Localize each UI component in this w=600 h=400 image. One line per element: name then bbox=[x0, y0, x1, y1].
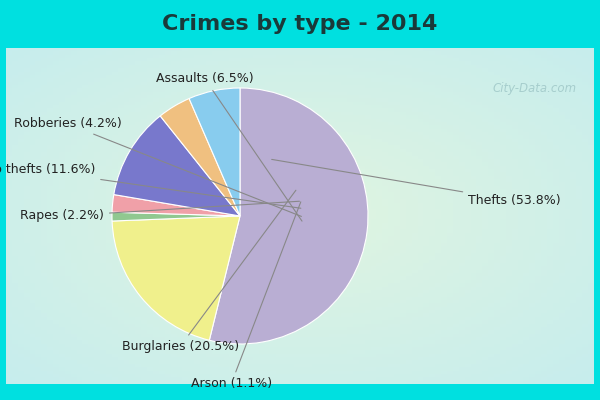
Wedge shape bbox=[112, 212, 240, 221]
Text: Assaults (6.5%): Assaults (6.5%) bbox=[156, 72, 302, 221]
Wedge shape bbox=[160, 98, 240, 216]
Wedge shape bbox=[112, 216, 240, 340]
Text: Burglaries (20.5%): Burglaries (20.5%) bbox=[122, 190, 296, 353]
Wedge shape bbox=[114, 116, 240, 216]
Text: Thefts (53.8%): Thefts (53.8%) bbox=[272, 159, 561, 207]
Text: Arson (1.1%): Arson (1.1%) bbox=[191, 202, 301, 390]
Text: Rapes (2.2%): Rapes (2.2%) bbox=[20, 201, 299, 222]
Wedge shape bbox=[189, 88, 240, 216]
Text: Robberies (4.2%): Robberies (4.2%) bbox=[14, 117, 301, 216]
Text: Crimes by type - 2014: Crimes by type - 2014 bbox=[163, 14, 437, 34]
Text: Auto thefts (11.6%): Auto thefts (11.6%) bbox=[0, 164, 301, 208]
Text: City-Data.com: City-Data.com bbox=[492, 82, 577, 94]
Wedge shape bbox=[209, 88, 368, 344]
Wedge shape bbox=[112, 194, 240, 216]
